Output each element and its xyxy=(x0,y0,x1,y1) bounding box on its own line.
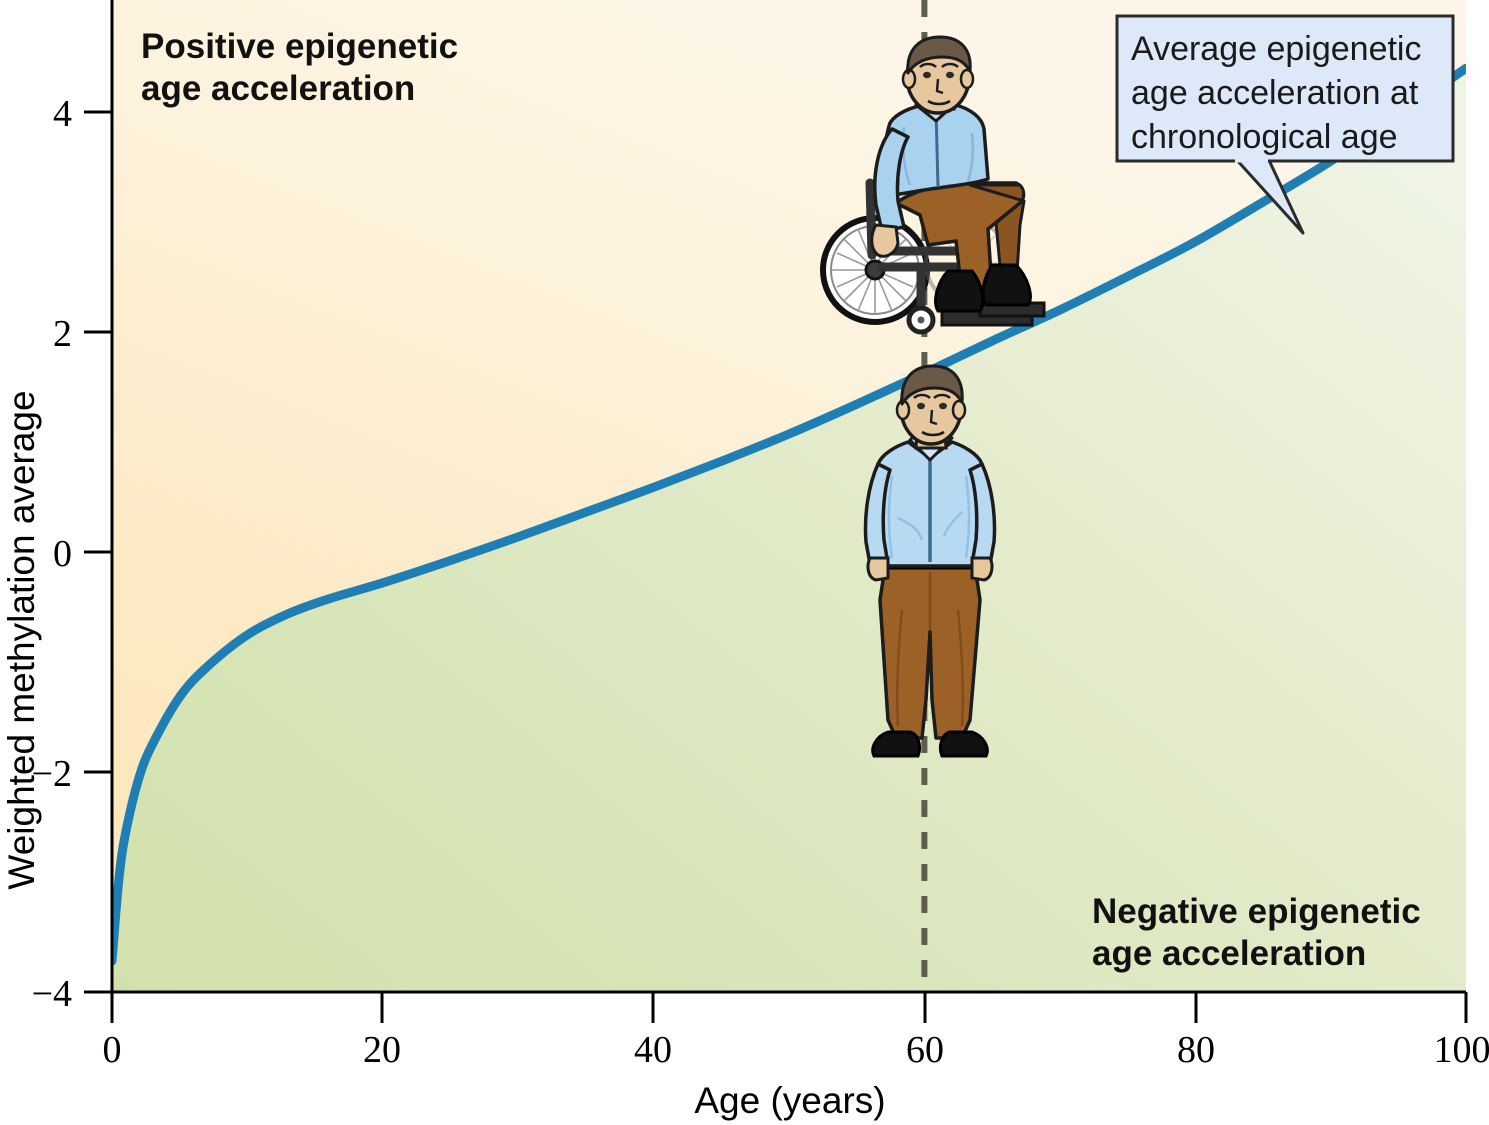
wheelchair-caster xyxy=(906,305,936,335)
negative-region-label: Negative epigenetic age acceleration xyxy=(1092,892,1421,973)
y-axis-ticks xyxy=(84,110,112,994)
callout-line-3: chronological age xyxy=(1131,118,1398,156)
person-standing xyxy=(863,364,997,758)
axes xyxy=(84,0,1468,1023)
x-tick-label: 20 xyxy=(363,1029,401,1071)
standing-shoe-right xyxy=(938,730,989,758)
positive-region-fill xyxy=(112,0,1466,961)
y-tick-label: 4 xyxy=(53,93,72,135)
standing-trouser-folds xyxy=(896,572,964,727)
x-axis-title: Age (years) xyxy=(694,1080,885,1121)
x-tick-label: 80 xyxy=(1177,1029,1215,1071)
y-tick-labels: 4 2 0 −2 −4 xyxy=(32,93,72,1015)
positive-region-label: Positive epigenetic age acceleration xyxy=(141,27,458,108)
standing-hand-left xyxy=(866,556,890,582)
wheelchair-ear xyxy=(959,68,975,90)
callout-line-2: age acceleration at xyxy=(1131,74,1419,112)
negative-region-fill xyxy=(112,68,1466,992)
x-tick-label: 100 xyxy=(1434,1029,1489,1071)
wheelchair-face xyxy=(919,62,959,106)
positive-region-label-line1: Positive epigenetic xyxy=(141,27,458,66)
x-axis-ticks xyxy=(110,992,1468,1023)
person-in-wheelchair xyxy=(820,35,1046,335)
negative-region-label-line1: Negative epigenetic xyxy=(1092,892,1421,931)
y-tick-label: 2 xyxy=(53,313,72,355)
y-axis-title: Weighted methylation average xyxy=(1,390,42,889)
plot-background xyxy=(112,0,1466,992)
standing-ear xyxy=(951,399,967,421)
standing-shirt-folds xyxy=(887,475,971,559)
positive-region-label-line2: age acceleration xyxy=(141,69,415,108)
y-tick-label: −2 xyxy=(32,753,72,795)
standing-face xyxy=(913,393,951,437)
callout-box xyxy=(1115,14,1455,163)
wheelchair-hand xyxy=(870,223,900,258)
standing-shoe-left xyxy=(871,730,922,758)
x-tick-labels: 0 20 40 60 80 100 xyxy=(103,1029,1489,1071)
x-tick-label: 40 xyxy=(634,1029,672,1071)
wheelchair-shoe-far xyxy=(981,263,1032,307)
standing-hand-right xyxy=(970,556,994,582)
x-tick-label: 60 xyxy=(906,1029,944,1071)
y-tick-label: −4 xyxy=(32,973,72,1015)
negative-region-label-line2: age acceleration xyxy=(1092,934,1366,973)
standing-trousers xyxy=(878,558,982,740)
callout: Average epigenetic age acceleration at c… xyxy=(1115,14,1455,235)
wheelchair-shoe-near xyxy=(934,269,985,313)
callout-line-1: Average epigenetic xyxy=(1131,30,1421,68)
standing-hair xyxy=(900,364,964,406)
y-tick-label: 0 xyxy=(53,533,72,575)
x-tick-label: 0 xyxy=(103,1029,122,1071)
wheelchair-hair xyxy=(906,35,972,75)
